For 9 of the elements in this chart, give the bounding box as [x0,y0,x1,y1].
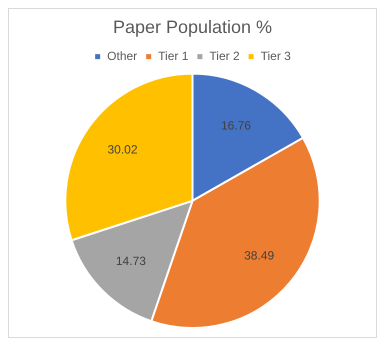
legend-label: Tier 2 [209,48,240,63]
data-label: 30.02 [107,142,138,156]
data-label: 16.76 [220,118,252,132]
data-label: 14.73 [116,254,146,268]
legend-label: Other [107,48,138,63]
legend-label: Tier 1 [158,48,189,63]
legend-label: Tier 3 [260,48,292,63]
data-label: 38.49 [244,248,274,262]
chart-title: Paper Population % [112,16,272,37]
